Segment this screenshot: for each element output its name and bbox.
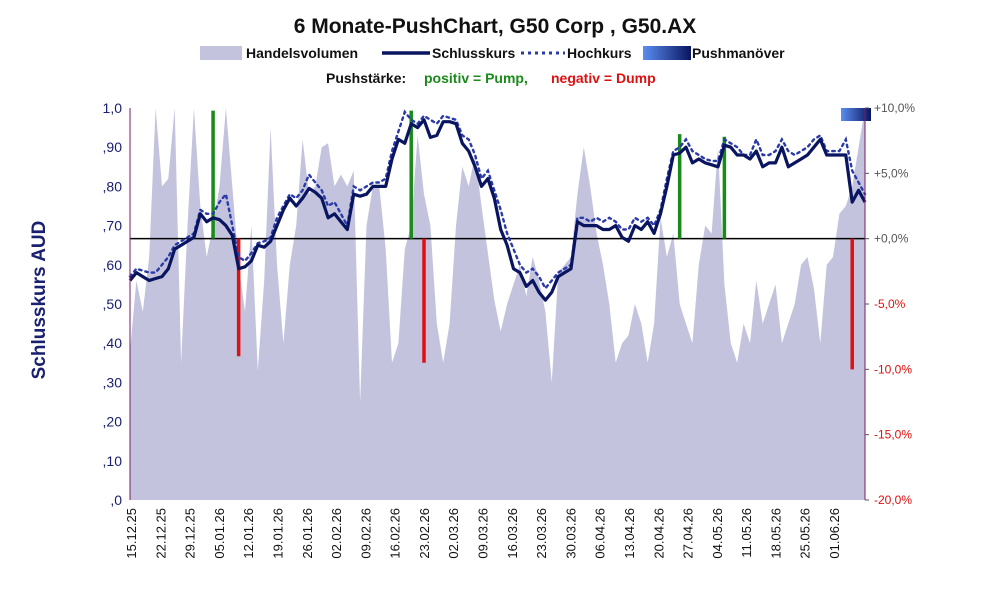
x-tick-label: 12.01.26 bbox=[241, 508, 256, 559]
x-tick-label: 22.12.25 bbox=[153, 508, 168, 559]
x-tick-label: 02.02.26 bbox=[329, 508, 344, 559]
y2-tick-label: -15,0% bbox=[874, 428, 912, 442]
subtitle-positive: positiv = Pump, bbox=[424, 70, 528, 86]
x-tick-label: 09.03.26 bbox=[476, 508, 491, 559]
plot-area: 1,0 ,90 ,80 ,70 ,60 ,50 ,40 ,30 ,20 ,10 ,0 +10,0% +5… bbox=[103, 100, 916, 559]
subtitle-label: Pushstärke: bbox=[326, 70, 406, 86]
x-tick-label: 25.05.26 bbox=[798, 508, 813, 559]
legend-push-label: Pushmanöver bbox=[692, 45, 785, 61]
y2-tick-label: -10,0% bbox=[874, 362, 912, 376]
x-tick-label: 01.06.26 bbox=[827, 508, 842, 559]
x-tick-label: 19.01.26 bbox=[271, 508, 286, 559]
y-tick-label: ,10 bbox=[103, 453, 123, 469]
subtitle: Pushstärke: positiv = Pump, negativ = Du… bbox=[326, 70, 656, 86]
x-tick-label: 18.05.26 bbox=[768, 508, 783, 559]
x-tick-label: 09.02.26 bbox=[358, 508, 373, 559]
chart-title: 6 Monate-PushChart, G50 Corp , G50.AX bbox=[294, 15, 697, 38]
y2-tick-label: -5,0% bbox=[874, 297, 906, 311]
x-tick-label: 06.04.26 bbox=[593, 508, 608, 559]
y2-tick-label: +10,0% bbox=[874, 101, 915, 115]
high-line bbox=[128, 109, 867, 291]
y2-tick-label: -20,0% bbox=[874, 493, 912, 507]
push-marker bbox=[841, 108, 871, 121]
x-tick-label: 23.03.26 bbox=[534, 508, 549, 559]
y-tick-label: ,20 bbox=[103, 414, 123, 430]
x-tick-label: 16.02.26 bbox=[388, 508, 403, 559]
y-axis-label: Schlusskurs AUD bbox=[29, 221, 50, 380]
y-tick-label: ,40 bbox=[103, 335, 123, 351]
x-tick-label: 20.04.26 bbox=[651, 508, 666, 559]
x-tick-label: 26.01.26 bbox=[300, 508, 315, 559]
subtitle-negative: negativ = Dump bbox=[551, 70, 656, 86]
y-tick-label: ,50 bbox=[103, 296, 123, 312]
y-tick-label: 1,0 bbox=[103, 100, 123, 116]
x-tick-label: 16.03.26 bbox=[505, 508, 520, 559]
x-tick-label: 15.12.25 bbox=[124, 508, 139, 559]
x-tick-label: 23.02.26 bbox=[417, 508, 432, 559]
y-tick-label: ,30 bbox=[103, 374, 123, 390]
y-tick-label: ,90 bbox=[103, 139, 123, 155]
x-tick-label: 02.03.26 bbox=[446, 508, 461, 559]
legend: Handelsvolumen Schlusskurs Hochkurs Push… bbox=[200, 45, 785, 61]
legend-high-label: Hochkurs bbox=[567, 45, 632, 61]
y2-tick-label: +0,0% bbox=[874, 232, 909, 246]
y-tick-label: ,70 bbox=[103, 218, 123, 234]
y2-tick-label: +5,0% bbox=[874, 166, 909, 180]
x-tick-label: 29.12.25 bbox=[183, 508, 198, 559]
legend-push-swatch bbox=[643, 46, 691, 60]
legend-volume-swatch bbox=[200, 46, 242, 60]
y-tick-label: ,60 bbox=[103, 257, 123, 273]
x-tick-label: 13.04.26 bbox=[622, 508, 637, 559]
x-tick-label: 11.05.26 bbox=[739, 508, 754, 558]
x-tick-label: 27.04.26 bbox=[681, 508, 696, 559]
legend-close-label: Schlusskurs bbox=[432, 45, 515, 61]
x-tick-label: 30.03.26 bbox=[563, 508, 578, 559]
close-line bbox=[128, 118, 867, 302]
x-tick-label: 04.05.26 bbox=[710, 508, 725, 559]
x-tick-label: 05.01.26 bbox=[212, 508, 227, 559]
y-tick-label: ,0 bbox=[110, 492, 122, 508]
legend-volume-label: Handelsvolumen bbox=[246, 45, 358, 61]
volume-area bbox=[130, 108, 865, 500]
y-tick-label: ,80 bbox=[103, 178, 123, 194]
